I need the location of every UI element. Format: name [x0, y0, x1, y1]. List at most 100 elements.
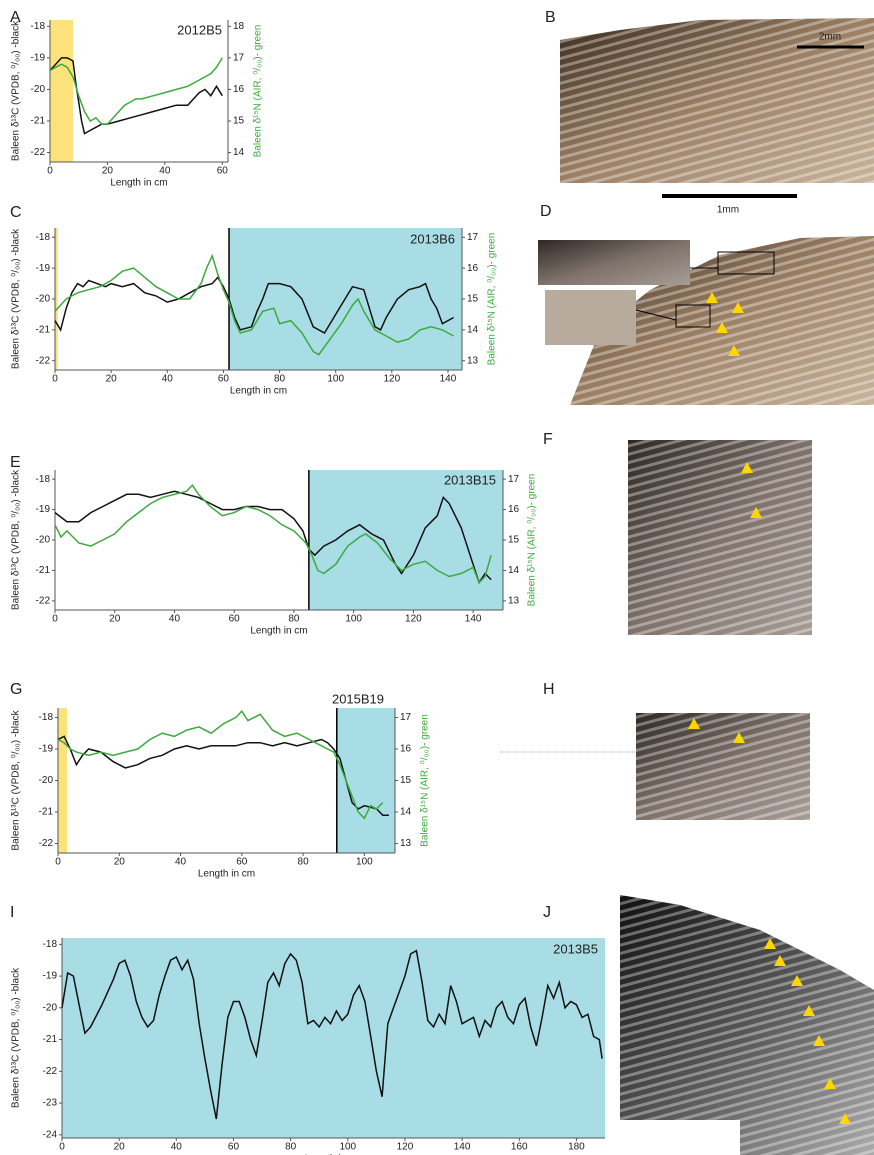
y-tick-label: -21	[43, 1034, 58, 1045]
x-axis-label: Length in cm	[250, 626, 307, 637]
panel-label: B	[545, 9, 556, 26]
shaded-region	[308, 470, 503, 610]
x-tick-label: 180	[568, 1142, 585, 1153]
y-tick-label: -23	[43, 1098, 58, 1109]
y-tick-label: -20	[43, 1002, 58, 1013]
y2-tick-label: 13	[400, 838, 412, 849]
data-line	[54, 484, 492, 584]
y-tick-label: -18	[36, 232, 51, 243]
y-tick-label: -21	[36, 565, 51, 576]
chart-panel: -18 -19 -20 -21 -22 13 14 15 16 17 0 20 40 60 80 100 120…	[10, 454, 538, 636]
data-line	[49, 57, 223, 125]
x-tick-label: 60	[229, 614, 241, 625]
x-tick-label: 60	[228, 1142, 240, 1153]
y2-tick-label: 18	[233, 21, 245, 32]
chart-title: 2013B5	[553, 941, 598, 956]
chart-panel: -18 -19 -20 -21 -22 14 15 16 17 18 0 20 40 60 A 2012B5 L…	[10, 9, 264, 188]
x-tick-label: 120	[397, 1142, 414, 1153]
y2-tick-label: 14	[508, 565, 520, 576]
panel-label: D	[540, 203, 552, 220]
y-tick-label: -20	[39, 775, 54, 786]
x-tick-label: 0	[52, 374, 58, 385]
chart-panel: -18 -19 -20 -21 -22 13 14 15 16 17 0 20 40 60 80 100 G 20…	[10, 681, 431, 879]
y2-tick-label: 14	[233, 147, 245, 158]
x-tick-label: 60	[217, 166, 229, 177]
panel-label: G	[10, 681, 22, 698]
y-tick-label: -18	[43, 939, 58, 950]
x-tick-label: 80	[285, 1142, 297, 1153]
x-tick-label: 140	[465, 614, 482, 625]
panel-label: F	[543, 431, 553, 448]
photo-d	[538, 236, 874, 405]
data-line	[54, 490, 492, 585]
x-axis-label: Length in cm	[305, 1154, 362, 1155]
scale-bar-label: 1mm	[717, 205, 739, 216]
x-tick-label: 140	[440, 374, 457, 385]
y2-tick-label: 17	[467, 232, 479, 243]
shaded-region	[50, 20, 73, 162]
x-axis-label: Length in cm	[230, 386, 287, 397]
y-tick-label: -21	[39, 807, 54, 818]
y2-axis-label: Baleen δ¹⁵N (AIR, ⁰/₀₀)- green	[527, 474, 538, 607]
photo-b	[560, 18, 874, 198]
y2-axis-label: Baleen δ¹⁵N (AIR, ⁰/₀₀)- green	[253, 25, 264, 158]
x-tick-label: 80	[298, 857, 310, 868]
x-tick-label: 20	[106, 374, 118, 385]
x-tick-label: 40	[159, 166, 171, 177]
data-line	[61, 949, 603, 1120]
y-tick-label: -19	[36, 263, 51, 274]
shaded-region	[55, 228, 58, 370]
y2-tick-label: 16	[508, 504, 520, 515]
x-tick-label: 100	[327, 374, 344, 385]
y-tick-label: -22	[43, 1066, 58, 1077]
y2-tick-label: 14	[400, 807, 412, 818]
chart-title: 2015B19	[332, 691, 384, 706]
y2-tick-label: 16	[233, 84, 245, 95]
y-tick-label: -22	[36, 355, 51, 366]
y2-tick-label: 17	[400, 712, 412, 723]
y-tick-label: -20	[36, 294, 51, 305]
x-tick-label: 0	[59, 1142, 65, 1153]
x-axis-label: Length in cm	[110, 178, 167, 189]
photo-h	[500, 713, 810, 820]
panel-label: A	[10, 9, 21, 26]
shaded-region	[62, 938, 605, 1138]
x-tick-label: 0	[52, 614, 58, 625]
y2-tick-label: 15	[508, 535, 520, 546]
y-axis-label: Baleen δ¹³C (VPDB, ⁰/₀₀) -black	[11, 709, 22, 850]
shaded-region	[58, 708, 68, 853]
x-tick-label: 160	[511, 1142, 528, 1153]
photo-j	[620, 895, 874, 1155]
x-axis-label: Length in cm	[198, 869, 255, 880]
x-tick-label: 120	[405, 614, 422, 625]
x-tick-label: 80	[288, 614, 300, 625]
y2-tick-label: 16	[400, 744, 412, 755]
x-tick-label: 20	[114, 1142, 126, 1153]
x-tick-label: 0	[47, 166, 53, 177]
y2-tick-label: 17	[508, 474, 520, 485]
chart-title: 2013B15	[444, 472, 496, 487]
y-axis-label: Baleen δ¹³C (VPDB, ⁰/₀₀) -black	[11, 20, 22, 161]
y-tick-label: -19	[39, 744, 54, 755]
y2-axis-label: Baleen δ¹⁵N (AIR, ⁰/₀₀)- green	[487, 233, 498, 366]
x-tick-label: 40	[171, 1142, 183, 1153]
y-tick-label: -19	[43, 971, 58, 982]
panel-label: J	[543, 904, 551, 921]
chart-title: 2013B6	[410, 231, 455, 246]
y-tick-label: -18	[31, 21, 46, 32]
y2-tick-label: 17	[233, 53, 245, 64]
x-tick-label: 0	[55, 857, 61, 868]
y2-tick-label: 15	[467, 294, 479, 305]
chart-title: 2012B5	[177, 22, 222, 37]
y-tick-label: -18	[39, 712, 54, 723]
y-tick-label: -22	[31, 147, 46, 158]
y-tick-label: -20	[36, 535, 51, 546]
x-tick-label: 140	[454, 1142, 471, 1153]
chart-panel: -18 -19 -20 -21 -22 13 14 15 16 17 0 20 40 60 80 100 120…	[10, 204, 498, 396]
x-tick-label: 80	[274, 374, 286, 385]
x-tick-label: 120	[383, 374, 400, 385]
y-axis-label: Baleen δ¹³C (VPDB, ⁰/₀₀) -black	[11, 967, 22, 1108]
x-tick-label: 20	[102, 166, 114, 177]
y2-tick-label: 15	[233, 116, 245, 127]
